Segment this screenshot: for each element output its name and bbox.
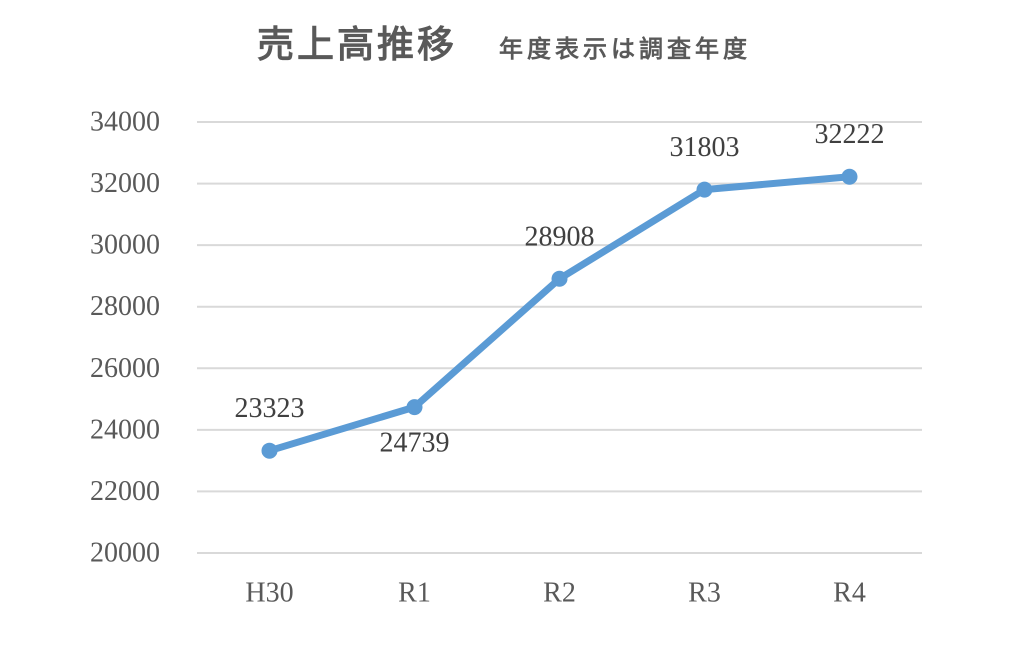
chart-title: 売上高推移: [257, 25, 457, 66]
x-axis-category-label: R2: [543, 578, 576, 609]
data-point-marker: [261, 442, 278, 459]
x-axis-category-label: R3: [688, 578, 721, 609]
data-point-label: 28908: [525, 221, 595, 252]
data-point-label: 23323: [235, 393, 305, 424]
data-point-marker: [551, 270, 568, 287]
y-axis-tick-label: 20000: [90, 538, 160, 569]
data-point-label: 24739: [380, 428, 450, 459]
y-axis-tick-label: 26000: [90, 353, 160, 384]
data-point-label: 32222: [815, 119, 885, 150]
x-axis-category-label: H30: [245, 578, 293, 609]
y-axis-tick-label: 32000: [90, 168, 160, 199]
x-axis-category-label: R4: [833, 578, 866, 609]
data-point-label: 31803: [670, 132, 740, 163]
chart-header: 売上高推移 年度表示は調査年度: [257, 14, 751, 68]
y-axis-tick-label: 34000: [90, 107, 160, 138]
x-axis-category-label: R1: [398, 578, 431, 609]
y-axis-tick-label: 24000: [90, 414, 160, 445]
data-point-marker: [841, 168, 858, 185]
data-point-marker: [406, 399, 423, 416]
chart-subtitle: 年度表示は調査年度: [499, 37, 751, 63]
y-axis-tick-label: 22000: [90, 476, 160, 507]
data-point-marker: [696, 181, 713, 198]
y-axis-tick-label: 28000: [90, 291, 160, 322]
sales-line-series: [266, 173, 853, 455]
y-axis-tick-label: 30000: [90, 230, 160, 261]
